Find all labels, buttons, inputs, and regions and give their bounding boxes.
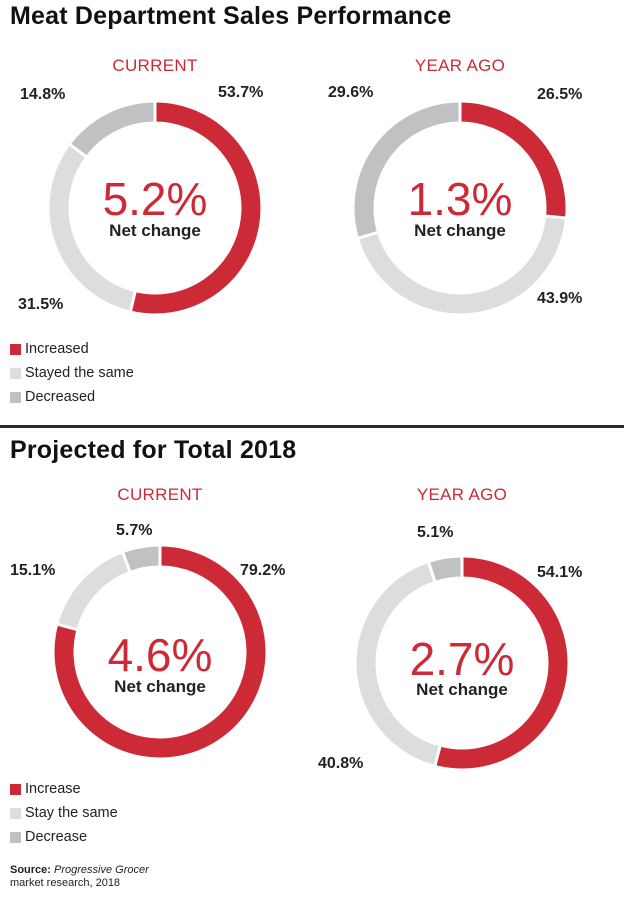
donut-slice-increased (435, 557, 568, 769)
data-label: 15.1% (10, 562, 56, 579)
donut-slice-decreased (123, 546, 161, 572)
net-change-label: Net change (114, 677, 206, 696)
data-label: 5.7% (116, 522, 153, 539)
data-label: 43.9% (537, 290, 583, 307)
donut-slice-same (356, 562, 441, 766)
net-change-value: 5.2% (102, 173, 208, 225)
slice-separator (433, 745, 442, 767)
legend-sales-performance: Increased Stayed the same Decreased (10, 337, 134, 409)
data-label: 53.7% (218, 84, 264, 101)
donut-slice-increased (54, 546, 266, 758)
data-label: 31.5% (18, 296, 64, 313)
source-label: Source: (10, 864, 51, 876)
slice-separator (129, 290, 137, 312)
slice-separator (544, 214, 567, 220)
donut-slice-decreased (428, 557, 463, 582)
legend-item-stayed-same: Stayed the same (10, 361, 134, 385)
data-label: 40.8% (318, 755, 364, 772)
legend-label: Decrease (25, 829, 88, 845)
chart-title: CURRENT (112, 56, 198, 75)
donut-chart (54, 545, 266, 758)
legend-item-stay-same: Stay the same (10, 801, 118, 825)
donut-slice-increased (130, 102, 261, 314)
chart-title: CURRENT (117, 485, 203, 504)
legend-label: Stay the same (25, 805, 118, 821)
slice-separator (427, 561, 437, 583)
net-change-label: Net change (414, 221, 506, 240)
net-change-value: 1.3% (407, 173, 513, 225)
donut-slice-same (49, 144, 136, 311)
legend-label: Decreased (25, 389, 96, 405)
source-note: Source: Progressive Grocer market resear… (10, 864, 149, 889)
donut-chart (354, 101, 567, 314)
section-title-projected-2018: Projected for Total 2018 (10, 436, 297, 464)
legend-swatch-increased (10, 343, 21, 355)
legend-item-decrease: Decrease (10, 825, 118, 849)
data-label: 5.1% (417, 524, 454, 541)
data-label: 14.8% (20, 86, 66, 103)
section-divider (0, 425, 624, 428)
section-title-sales-performance: Meat Department Sales Performance (10, 2, 452, 30)
legend-swatch-increase (10, 783, 21, 795)
donut-slice-increased (459, 102, 566, 218)
donut-chart (356, 556, 568, 769)
slice-separator (121, 551, 132, 573)
data-label: 26.5% (537, 86, 583, 103)
legend-swatch-decrease (10, 831, 21, 843)
net-change-value: 4.6% (107, 629, 213, 681)
donut-chart (49, 101, 261, 314)
data-label: 29.6% (328, 84, 374, 101)
donut-slice-decreased (70, 102, 156, 157)
source-detail: market research, 2018 (10, 876, 121, 889)
legend-item-increased: Increased (10, 337, 134, 361)
donut-slice-decreased (354, 102, 461, 239)
net-change-label: Net change (416, 680, 508, 699)
slice-separator (68, 143, 88, 159)
chart-title: YEAR AGO (416, 485, 508, 504)
donut-slice-same (358, 215, 566, 314)
donut-slice-same (58, 553, 130, 630)
net-change-value: 2.7% (409, 633, 515, 685)
legend-projected: Increase Stay the same Decrease (10, 777, 118, 849)
legend-label: Increase (25, 781, 81, 797)
data-label: 79.2% (240, 562, 286, 579)
net-change-label: Net change (109, 221, 201, 240)
chart-title: YEAR AGO (414, 56, 506, 75)
slice-separator (357, 230, 379, 240)
source-publication: Progressive Grocer (54, 864, 149, 876)
data-label: 54.1% (537, 564, 583, 581)
legend-label: Stayed the same (25, 365, 134, 381)
legend-label: Increased (25, 341, 89, 357)
legend-swatch-decreased (10, 391, 21, 403)
legend-item-decreased: Decreased (10, 385, 134, 409)
legend-item-increase: Increase (10, 777, 118, 801)
slice-separator (56, 622, 78, 632)
legend-swatch-same (10, 367, 21, 379)
legend-swatch-same (10, 807, 21, 819)
